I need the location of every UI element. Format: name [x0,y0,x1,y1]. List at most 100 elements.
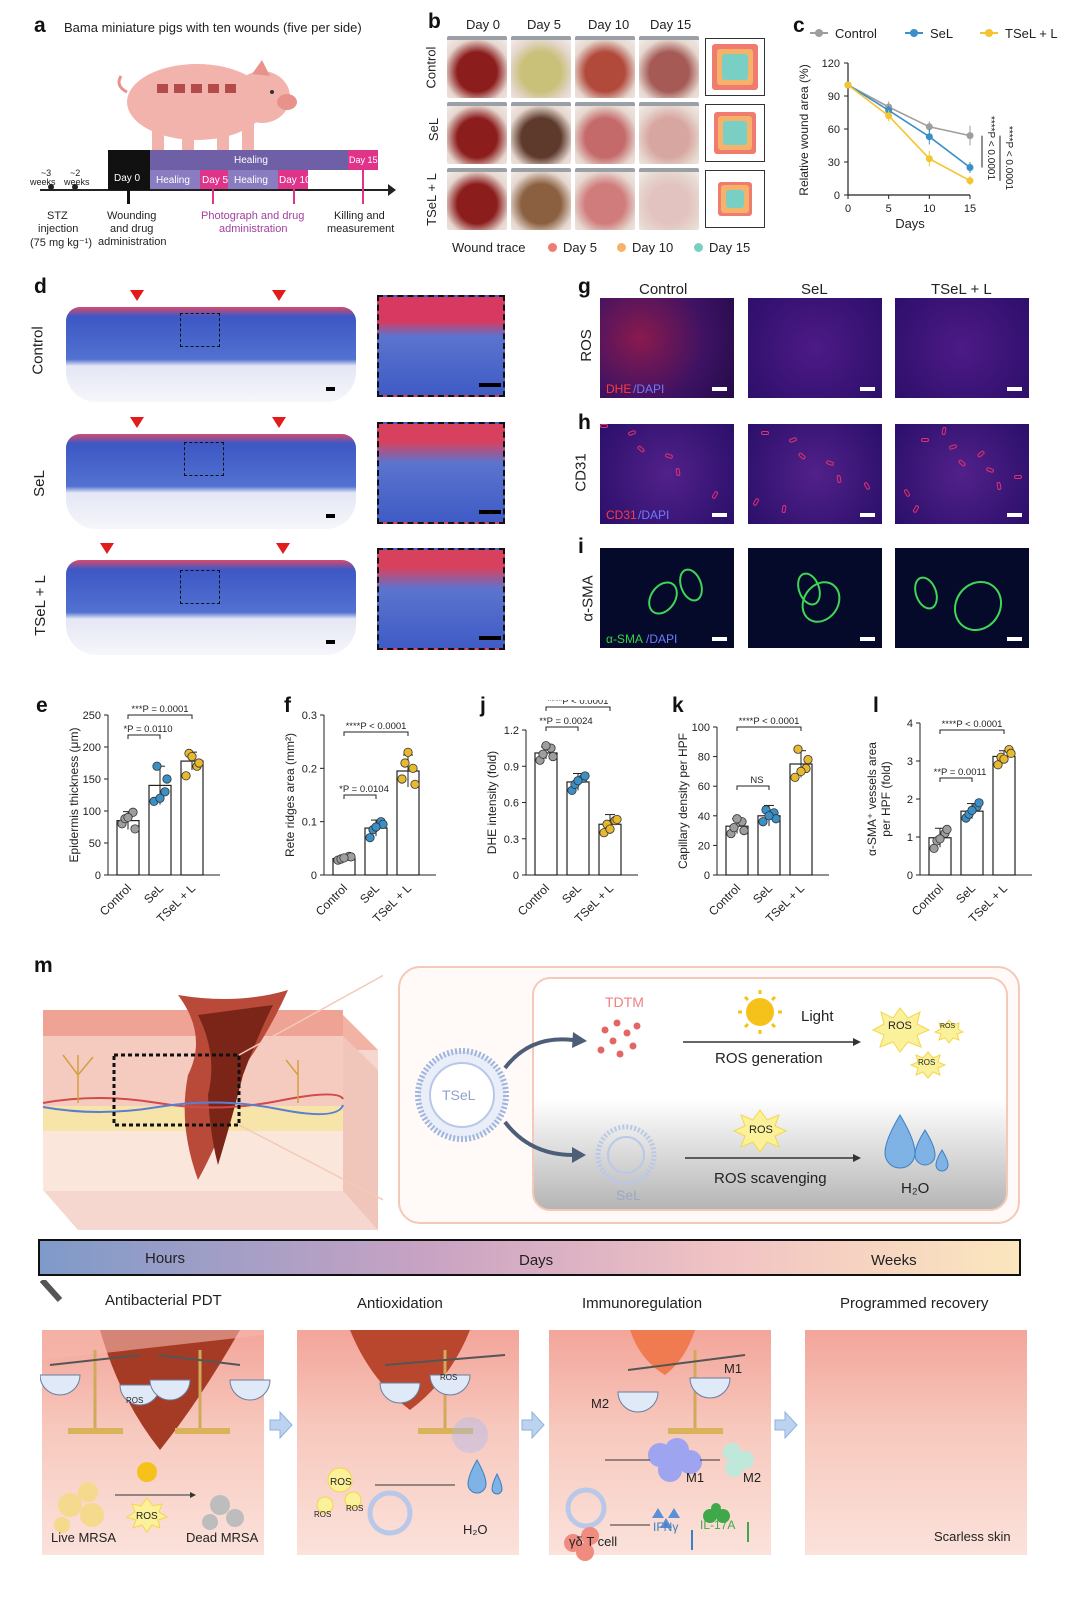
wound-area-line-chart: 0 30 60 90 120 0 5 10 15 Days Relative wound area … [797,26,1058,231]
e-category-label: SeL [141,881,166,906]
fluorescence-image [600,548,734,648]
l-ytick-label: 4 [907,718,913,730]
l-ytick-label: 1 [907,832,913,844]
k-ytick-label: 0 [704,870,710,882]
wound-trace [705,38,765,96]
l-ytick-label: 2 [907,794,913,806]
wound-photo [639,36,699,98]
j-category-label: Control [515,881,552,918]
j-ytick-label: 0.6 [504,798,519,810]
k-datapoint [729,823,739,833]
fluorescence-image [895,298,1029,398]
wound-photo [575,36,635,98]
i-stain-label: α-SMA [606,632,643,646]
fluorescence-image [600,424,734,524]
j-datapoint [612,814,622,825]
k-ytick-label: 20 [698,840,710,852]
k-ytick-label: 60 [698,781,710,793]
c-ytick-label: 120 [822,58,840,70]
l-datapoint [1006,748,1016,759]
c-point [966,132,974,140]
e-ylabel: Epidermis thickness (μm) [67,728,81,863]
healing-main-bar [150,150,348,170]
e-ytick-label: 50 [89,838,101,850]
j-bar [534,752,558,876]
f-category-label: Control [313,881,350,918]
panel-c-letter: c [793,14,805,37]
fluorescence-image [748,424,882,524]
f-datapoint [403,747,413,757]
l-ylabel1: α-SMA⁺ vessels area [865,742,879,856]
wound-photo [511,168,571,230]
f-bracket2 [343,731,409,736]
k-pval2: ****P < 0.0001 [739,716,800,727]
j-bracket2 [545,706,611,711]
e-pval1: *P = 0.0110 [123,724,172,735]
j-datapoint [605,824,615,834]
f-ytick-label: 0.1 [302,817,317,829]
wound-photo [447,102,507,164]
k-pval1: NS [750,775,763,786]
l-ytick-label: 0 [907,870,913,882]
l-pval1: **P = 0.0011 [934,767,987,778]
k-bracket2 [736,726,802,731]
l-category-label: SeL [953,881,978,906]
l-ytick-label: 3 [907,756,913,768]
k-datapoint [803,754,813,765]
j-ytick-label: 0.9 [504,761,519,773]
histology-section [66,560,356,655]
k-datapoint [739,826,749,836]
histology-zoom [377,422,505,524]
c-series-line [847,84,971,182]
skin-wound-illustration [42,975,383,1230]
e-ytick-label: 200 [83,742,101,754]
day5-label: Day 5 [202,175,229,186]
c-pval2: ****P < 0.0001 [1003,126,1014,190]
fluorescence-image [895,548,1029,648]
e-datapoint [194,758,204,768]
k-ylabel: Capillary density per HPF [676,733,690,869]
c-ylabel: Relative wound area (%) [797,64,811,195]
histology-section [66,307,356,402]
l-category-label: Control [909,881,946,918]
c-point [925,133,933,141]
c-point [925,123,933,131]
k-datapoint [790,772,800,782]
c-legend-label: Control [835,26,877,41]
f-datapoint [397,774,407,784]
panel-d-letter: d [34,275,47,298]
c-legend-label: SeL [930,26,953,41]
c-xtick-label: 15 [964,203,976,215]
e-ytick-label: 0 [95,870,101,882]
wound-trace [705,170,765,228]
f-datapoint [339,853,349,863]
l-datapoint [942,824,952,834]
l-datapoint [999,754,1009,764]
f-pval2: ****P < 0.0001 [346,721,407,732]
c-ytick-label: 60 [828,124,840,136]
c-legend-marker [985,29,993,37]
k-category-label: Control [706,881,743,918]
e-datapoint [187,751,197,762]
k-ytick-label: 100 [692,722,710,734]
j-ylabel: DHE intensity (fold) [485,751,499,854]
e-datapoint [130,824,140,834]
wound-edge-marker [272,290,286,301]
j-datapoint [580,771,590,781]
e-datapoint [160,787,170,797]
j-bar [566,781,590,876]
mechanism-inner-box [532,977,1008,1211]
histology-zoom [377,295,505,397]
e-datapoint [155,793,165,803]
j-ytick-label: 1.2 [504,725,519,737]
f-datapoint [371,822,381,832]
l-datapoint [967,805,977,816]
panel-a-title: Bama miniature pigs with ten wounds (fiv… [64,20,362,35]
f-pval1: *P = 0.0104 [339,784,389,795]
wound-edge-marker [130,417,144,428]
wound-photo [639,168,699,230]
c-pval1: ****P < 0.0001 [985,116,996,180]
c-ytick-label: 0 [834,190,840,202]
j-bracket1 [545,726,579,731]
e-ytick-label: 100 [83,806,101,818]
